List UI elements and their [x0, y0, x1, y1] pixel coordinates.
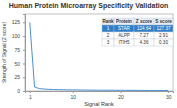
- table-cell: [154, 32, 173, 39]
- table-text: 2: [107, 33, 110, 38]
- table-cell: [114, 39, 134, 46]
- x-tick: 1: [29, 91, 32, 100]
- x-tick-mark: [73, 91, 74, 93]
- table-text: ALPP: [118, 33, 130, 38]
- y-tick-mark: [23, 22, 25, 23]
- y-tick-label: 25: [14, 74, 20, 80]
- y-tick-mark: [23, 50, 25, 51]
- table-cell: [102, 39, 114, 46]
- plot-area: [30, 22, 168, 90]
- x-tick: 10: [70, 91, 76, 100]
- table-header: S score: [155, 19, 172, 24]
- table-cell: [114, 18, 134, 25]
- x-tick-mark: [120, 91, 121, 93]
- table-cell: [102, 18, 114, 25]
- table-cell: [102, 32, 114, 39]
- x-tick-label: 1: [29, 94, 32, 100]
- y-tick-label: 100: [12, 33, 21, 39]
- y-tick-label: 125: [12, 19, 21, 25]
- table-text: 7.27: [140, 33, 149, 38]
- y-tick: 0: [17, 88, 25, 94]
- table-cell: [154, 25, 173, 32]
- table-text: 124.64: [137, 26, 151, 31]
- y-axis: 0 25 50 75 100 125: [12, 15, 26, 95]
- x-tick-label: 20: [118, 94, 124, 100]
- table-text: STAR: [118, 26, 131, 31]
- y-tick-mark: [23, 77, 25, 78]
- x-tick-mark: [168, 91, 169, 93]
- table-cell: [114, 32, 134, 39]
- table-header: Protein: [116, 19, 132, 24]
- x-tick: 30: [166, 91, 172, 100]
- y-tick-label: 75: [14, 47, 20, 53]
- table-header: Z score: [136, 19, 153, 24]
- table-cell: [114, 25, 134, 32]
- table-text: 127.37: [156, 26, 170, 31]
- table-text: 4.36: [140, 40, 149, 45]
- x-tick: 20: [118, 91, 124, 100]
- y-axis-line: [23, 15, 26, 92]
- y-tick: 75: [14, 47, 25, 53]
- x-axis: 1 10 20 30: [26, 91, 174, 100]
- title: Human Protein Microarray Specificity Val…: [9, 2, 169, 10]
- y-tick-mark: [23, 91, 25, 92]
- table-text: 1: [107, 26, 110, 31]
- table-header: Rank: [102, 19, 114, 24]
- x-tick-label: 30: [166, 94, 172, 100]
- plot-frame: [25, 14, 173, 91]
- table-cell: [154, 39, 173, 46]
- y-tick: 50: [14, 61, 25, 67]
- table: RankProtein Z scoreS score 1 STAR 124.64 127.…: [102, 18, 173, 46]
- chart: Human Protein Microarray Specificity Val…: [0, 0, 177, 108]
- y-tick-label: 50: [14, 61, 20, 67]
- table-text: 2.91: [159, 33, 168, 38]
- table-cell: [134, 25, 154, 32]
- table-cell: [154, 18, 173, 25]
- table-cell: [102, 25, 114, 32]
- signal-line: [30, 22, 168, 90]
- y-tick: 25: [14, 74, 25, 80]
- x-axis-title: Signal Rank: [84, 101, 114, 107]
- y-tick: 100: [12, 33, 25, 39]
- table-cell: [134, 18, 154, 25]
- x-tick-label: 10: [70, 94, 76, 100]
- x-tick-mark: [30, 91, 31, 93]
- table-cell: [134, 32, 154, 39]
- table-text: 3: [107, 40, 110, 45]
- table-text: 0.30: [159, 40, 168, 45]
- y-tick-label: 0: [17, 88, 20, 94]
- y-tick-mark: [23, 64, 25, 65]
- x-axis-line: [26, 92, 174, 94]
- table-cell: [134, 39, 154, 46]
- y-tick: 125: [12, 19, 25, 25]
- y-axis-title: Strength of Signal (Z score): [1, 22, 7, 83]
- table-text: ITIH5: [118, 40, 130, 45]
- y-tick-mark: [23, 36, 25, 37]
